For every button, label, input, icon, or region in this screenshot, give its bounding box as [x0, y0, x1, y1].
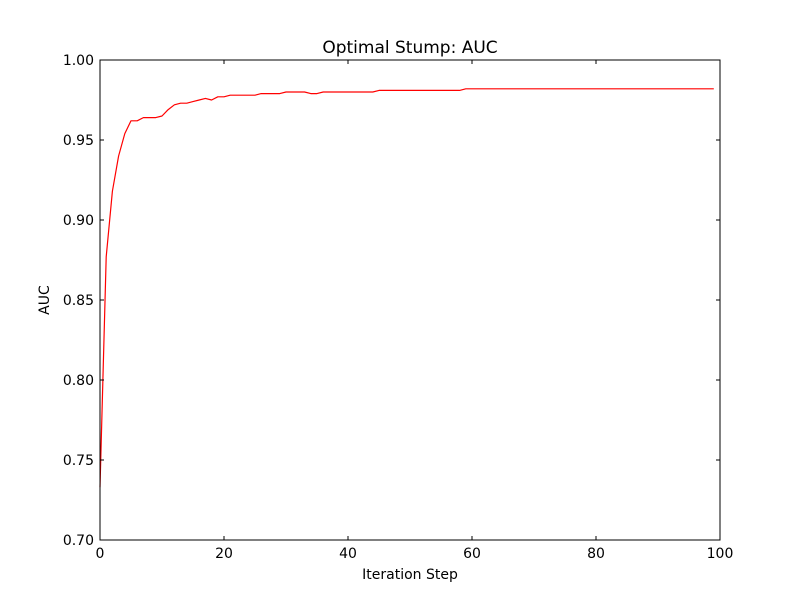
y-tick-label: 0.85	[63, 293, 94, 309]
x-tick-label: 0	[96, 546, 105, 562]
x-tick-label: 20	[215, 546, 233, 562]
plot-area	[100, 60, 720, 540]
series-layer	[99, 88, 714, 488]
x-tick-label: 80	[587, 546, 605, 562]
y-tick-label: 1.00	[63, 53, 94, 69]
y-axis-title: AUC	[37, 285, 53, 315]
y-tick-label: 0.95	[63, 133, 94, 149]
series-line-0	[99, 88, 714, 488]
x-tick-label: 100	[707, 546, 734, 562]
x-tick-label: 40	[339, 546, 357, 562]
plot-frame	[99, 59, 721, 541]
y-tick-label: 0.75	[63, 453, 94, 469]
y-tick-label: 0.80	[63, 373, 94, 389]
chart-title: Optimal Stump: AUC	[322, 38, 497, 58]
x-axis-title: Iteration Step	[362, 567, 458, 583]
x-tick-label: 60	[463, 546, 481, 562]
y-tick-label: 0.70	[63, 533, 94, 549]
y-tick-label: 0.90	[63, 213, 94, 229]
